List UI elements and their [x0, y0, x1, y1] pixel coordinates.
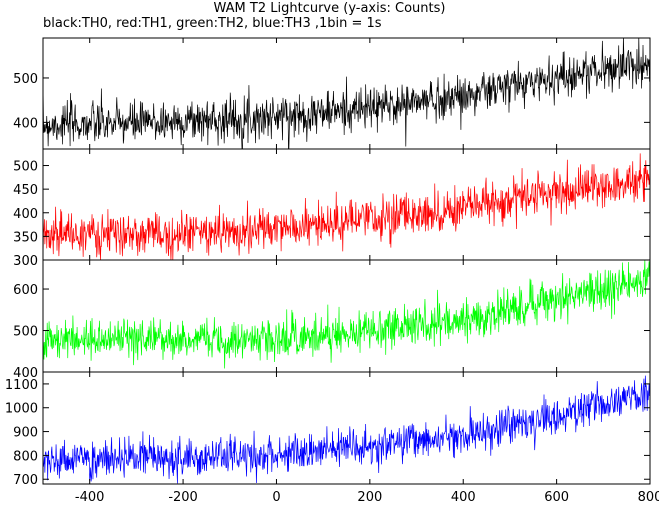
y-tick-label: 400: [13, 366, 38, 381]
y-tick-label: 350: [13, 230, 38, 245]
y-tick-label: 1000: [5, 402, 38, 417]
series-line-TH0: [43, 38, 650, 149]
series-line-TH3: [43, 375, 650, 484]
chart-title: WAM T2 Lightcurve (y-axis: Counts): [213, 1, 446, 16]
y-tick-label: 300: [13, 254, 38, 269]
x-tick-label: 200: [357, 490, 382, 505]
y-tick-label: 450: [13, 183, 38, 198]
y-tick-label: 800: [13, 449, 38, 464]
x-tick-label: 800: [638, 490, 659, 505]
y-tick-label: 700: [13, 473, 38, 488]
panel-frame: [42, 371, 651, 485]
y-tick-label: 500: [13, 325, 38, 340]
x-tick-label: 600: [544, 490, 569, 505]
x-tick-label: -200: [168, 490, 198, 505]
x-tick-label: 0: [272, 490, 280, 505]
y-tick-label: 500: [13, 160, 38, 175]
series-line-TH1: [43, 153, 650, 260]
panel-frame: [42, 148, 651, 261]
x-tick-label: 400: [451, 490, 476, 505]
series-line-TH2: [43, 260, 650, 369]
x-tick-label: -400: [75, 490, 105, 505]
y-tick-label: 900: [13, 426, 38, 441]
y-tick-label: 400: [13, 207, 38, 222]
chart-subtitle: black:TH0, red:TH1, green:TH2, blue:TH3 …: [43, 16, 382, 31]
y-tick-label: 1100: [5, 378, 38, 393]
y-tick-label: 500: [13, 72, 38, 87]
y-tick-label: 400: [13, 116, 38, 131]
y-tick-label: 600: [13, 283, 38, 298]
